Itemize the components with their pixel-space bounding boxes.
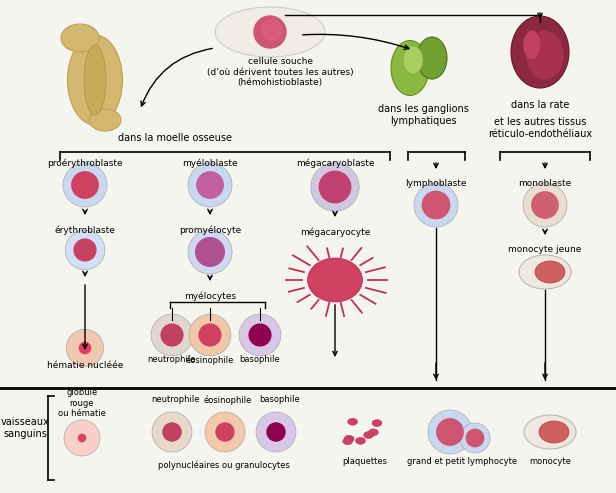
Text: myéloblaste: myéloblaste <box>182 158 238 168</box>
Text: grand et petit lymphocyte: grand et petit lymphocyte <box>407 458 517 466</box>
Ellipse shape <box>519 255 571 289</box>
Circle shape <box>256 412 296 452</box>
Text: promyélocyte: promyélocyte <box>179 225 241 235</box>
Circle shape <box>79 343 91 353</box>
Ellipse shape <box>347 418 358 425</box>
Circle shape <box>437 419 463 445</box>
Circle shape <box>254 16 286 48</box>
Circle shape <box>196 238 224 266</box>
Circle shape <box>63 163 107 207</box>
Ellipse shape <box>372 420 382 426</box>
Circle shape <box>67 329 103 367</box>
Circle shape <box>205 412 245 452</box>
Circle shape <box>199 324 221 346</box>
Text: neutrophile: neutrophile <box>148 355 197 364</box>
Text: éosinophile: éosinophile <box>186 355 234 365</box>
Circle shape <box>188 163 232 207</box>
Circle shape <box>460 423 490 453</box>
Circle shape <box>65 230 105 270</box>
Text: vaisseaux
sanguins: vaisseaux sanguins <box>1 417 49 439</box>
Circle shape <box>423 191 450 218</box>
Circle shape <box>267 423 285 441</box>
Circle shape <box>216 423 234 441</box>
Text: basophile: basophile <box>259 395 301 404</box>
Circle shape <box>152 412 192 452</box>
Text: dans la rate: dans la rate <box>511 100 569 110</box>
Circle shape <box>249 324 271 346</box>
Circle shape <box>428 410 472 454</box>
Ellipse shape <box>523 30 541 60</box>
Circle shape <box>466 429 484 447</box>
Ellipse shape <box>344 435 354 442</box>
Circle shape <box>189 314 231 356</box>
Circle shape <box>163 423 181 441</box>
Ellipse shape <box>524 415 576 449</box>
Ellipse shape <box>342 438 353 445</box>
Circle shape <box>319 171 351 203</box>
Circle shape <box>239 314 281 356</box>
Text: cellule souche
(d’où dérivent toutes les autres)
(hémohistioblaste): cellule souche (d’où dérivent toutes les… <box>207 57 354 87</box>
Text: dans les ganglions
lymphatiques: dans les ganglions lymphatiques <box>378 104 468 126</box>
Circle shape <box>262 20 282 40</box>
Circle shape <box>188 230 232 274</box>
Circle shape <box>197 172 223 198</box>
Ellipse shape <box>526 30 564 80</box>
Text: myélocytes: myélocytes <box>184 291 236 301</box>
Text: mégacaryocyte: mégacaryocyte <box>300 227 370 237</box>
Ellipse shape <box>215 7 325 57</box>
Circle shape <box>78 434 86 442</box>
Ellipse shape <box>417 37 447 79</box>
Circle shape <box>64 420 100 456</box>
Text: globule
rouge
ou hématie: globule rouge ou hématie <box>58 388 106 418</box>
Ellipse shape <box>61 24 99 52</box>
Text: éosinophile: éosinophile <box>204 395 252 405</box>
Circle shape <box>72 172 98 198</box>
Text: monoblaste: monoblaste <box>519 179 572 188</box>
Text: mégacaryoblaste: mégacaryoblaste <box>296 158 375 168</box>
Ellipse shape <box>403 46 423 74</box>
Ellipse shape <box>68 35 123 125</box>
Text: neutrophile: neutrophile <box>151 395 199 404</box>
Circle shape <box>151 314 193 356</box>
Text: érythroblaste: érythroblaste <box>55 225 115 235</box>
Text: et les autres tissus
réticulo-endothéliaux: et les autres tissus réticulo-endothélia… <box>488 117 592 139</box>
Ellipse shape <box>307 258 362 302</box>
Text: basophile: basophile <box>240 355 280 364</box>
Circle shape <box>523 183 567 227</box>
Ellipse shape <box>391 40 429 96</box>
Ellipse shape <box>535 261 565 283</box>
Ellipse shape <box>355 437 365 444</box>
Text: monocyte: monocyte <box>529 458 571 466</box>
Ellipse shape <box>89 109 121 131</box>
Text: hématie nucléée: hématie nucléée <box>47 360 123 369</box>
Circle shape <box>414 183 458 227</box>
Ellipse shape <box>363 431 374 438</box>
Text: proérythroblaste: proérythroblaste <box>47 158 123 168</box>
Circle shape <box>532 192 558 218</box>
Text: plaquettes: plaquettes <box>342 458 387 466</box>
Text: dans la moelle osseuse: dans la moelle osseuse <box>118 133 232 143</box>
Circle shape <box>74 239 96 261</box>
Ellipse shape <box>511 16 569 88</box>
Text: polynucléaires ou granulocytes: polynucléaires ou granulocytes <box>158 460 290 470</box>
Circle shape <box>311 163 359 211</box>
Ellipse shape <box>84 45 106 115</box>
Text: lymphoblaste: lymphoblaste <box>405 179 467 188</box>
Ellipse shape <box>539 421 569 443</box>
Ellipse shape <box>368 429 378 436</box>
Text: monocyte jeune: monocyte jeune <box>508 246 582 254</box>
Circle shape <box>161 324 183 346</box>
